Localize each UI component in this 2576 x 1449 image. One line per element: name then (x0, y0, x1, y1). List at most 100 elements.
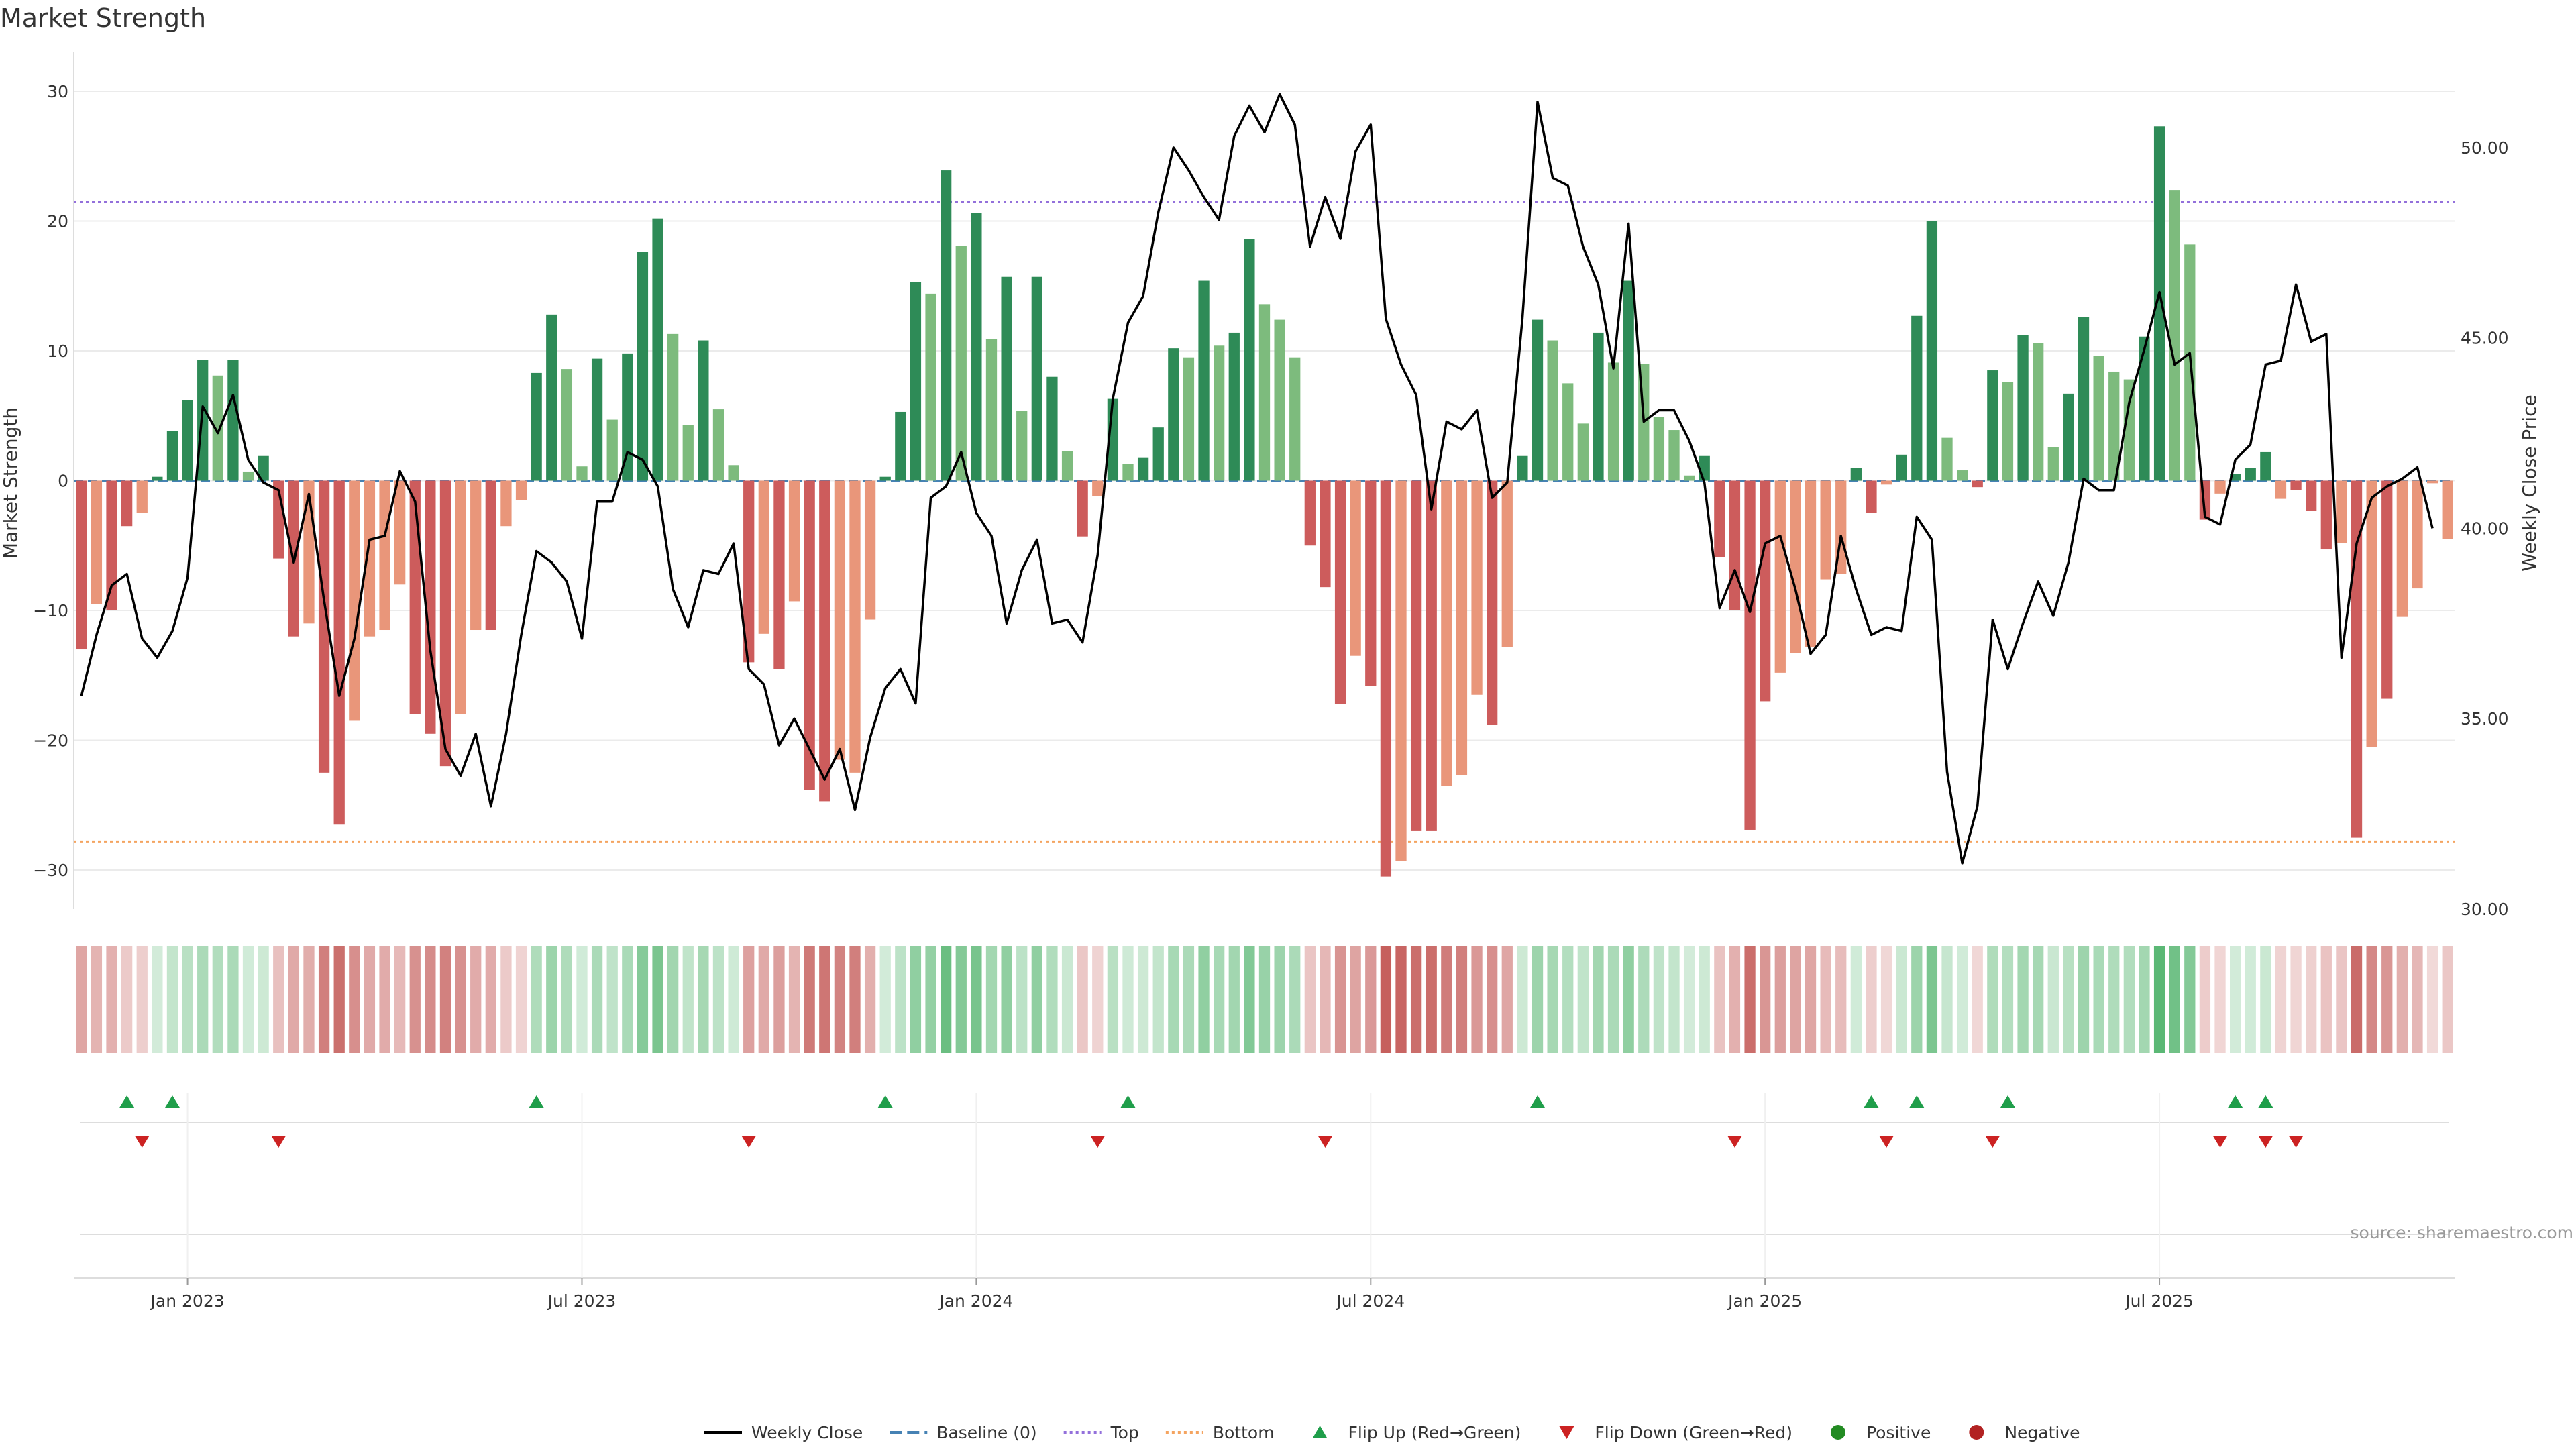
heat-cell (227, 946, 239, 1053)
strength-bar (2381, 480, 2393, 699)
heat-cell (121, 946, 133, 1053)
heat-cell (1380, 946, 1392, 1053)
y-tick-label: 0 (58, 472, 68, 491)
heat-cell (1471, 946, 1483, 1053)
heat-cell (500, 946, 512, 1053)
strength-bar (182, 400, 193, 481)
heat-cell (1835, 946, 1847, 1053)
flip-up-marker (119, 1095, 135, 1108)
heat-cell (2245, 946, 2256, 1053)
heat-cell (2002, 946, 2014, 1053)
x-tick-label: Jan 2024 (938, 1291, 1013, 1311)
strength-bar (470, 480, 482, 631)
heat-cell (1547, 946, 1558, 1053)
flip-down-marker (2212, 1136, 2228, 1148)
heat-cell (470, 946, 482, 1053)
strength-bar (2033, 343, 2044, 481)
strength-bar (1365, 480, 1377, 686)
strength-bar (409, 480, 421, 714)
strength-bar (91, 480, 103, 604)
strength-bar (1274, 319, 1285, 481)
heat-cell (2078, 946, 2090, 1053)
strength-bar (227, 360, 239, 481)
strength-bar (1972, 480, 1983, 488)
heat-cell (2260, 946, 2271, 1053)
heat-cell (1941, 946, 1953, 1053)
strength-bar (2229, 474, 2241, 481)
heat-cell (2396, 946, 2408, 1053)
strength-bar (622, 353, 633, 481)
heat-cell (1441, 946, 1452, 1053)
heat-cell (273, 946, 284, 1053)
heat-cell (1244, 946, 1255, 1053)
heat-cell (2093, 946, 2104, 1053)
heat-cell (1668, 946, 1680, 1053)
heat-cell (819, 946, 830, 1053)
heat-cell (606, 946, 618, 1053)
y-tick-label: −20 (33, 731, 68, 750)
heat-cell (743, 946, 755, 1053)
heat-cell (1487, 946, 1498, 1053)
heat-cell (2123, 946, 2135, 1053)
heat-cell (1092, 946, 1104, 1053)
heat-cell (394, 946, 406, 1053)
strength-bar (667, 333, 679, 481)
strength-bar (1683, 475, 1695, 481)
strength-bar (591, 358, 603, 481)
strength-bar (485, 480, 496, 631)
strength-bar (2426, 480, 2438, 484)
legend-label: Negative (2004, 1423, 2080, 1442)
strength-bar (2320, 480, 2332, 550)
strength-bar (2275, 480, 2287, 499)
strength-bar (804, 480, 815, 790)
strength-bar (1487, 480, 1498, 725)
strength-bar (333, 480, 345, 825)
heat-cell (364, 946, 376, 1053)
heat-cell (409, 946, 421, 1053)
strength-bar (1760, 480, 1771, 702)
heat-cell (1850, 946, 1862, 1053)
y2-tick-label: 40.00 (2461, 519, 2509, 538)
heat-cell (1365, 946, 1377, 1053)
heat-cell (2320, 946, 2332, 1053)
heat-cell (1638, 946, 1650, 1053)
strength-bar (1426, 480, 1437, 831)
strength-bar (1092, 480, 1104, 496)
strength-bar (1380, 480, 1392, 877)
strength-bar (576, 466, 588, 481)
strength-bar (1471, 480, 1483, 695)
heat-cell (1258, 946, 1271, 1053)
strength-bar (515, 480, 527, 500)
strength-bar (1244, 239, 1255, 481)
heat-cell (576, 946, 588, 1053)
heat-cell (2063, 946, 2074, 1053)
strength-bar (2290, 480, 2302, 490)
heat-cell (1577, 946, 1589, 1053)
heat-cell (1274, 946, 1285, 1053)
strength-bar (1168, 348, 1179, 481)
heat-cell (985, 946, 998, 1053)
heat-cell (1228, 946, 1240, 1053)
strength-bar (652, 218, 663, 481)
flip-down-marker (1879, 1136, 1894, 1148)
strength-bar (637, 252, 649, 481)
strength-bar (1593, 332, 1604, 481)
strength-bar (76, 480, 87, 650)
flip-up-marker (1864, 1095, 1879, 1108)
heat-cell (1683, 946, 1695, 1053)
strength-bar (1911, 315, 1923, 481)
heat-cell (1820, 946, 1831, 1053)
heat-cell (1699, 946, 1710, 1053)
legend-item: Positive (1830, 1423, 1931, 1442)
heat-cell (212, 946, 223, 1053)
strength-bar (364, 480, 376, 637)
heat-cell (652, 946, 663, 1053)
strength-bar (1183, 357, 1195, 481)
strength-bar (1198, 280, 1210, 481)
heat-cell (849, 946, 861, 1053)
strength-bar (106, 480, 117, 610)
heat-cell (1320, 946, 1331, 1053)
flip-up-marker (2000, 1095, 2015, 1108)
legend-item: Bottom (1165, 1423, 1275, 1442)
strength-bar (2093, 356, 2104, 481)
